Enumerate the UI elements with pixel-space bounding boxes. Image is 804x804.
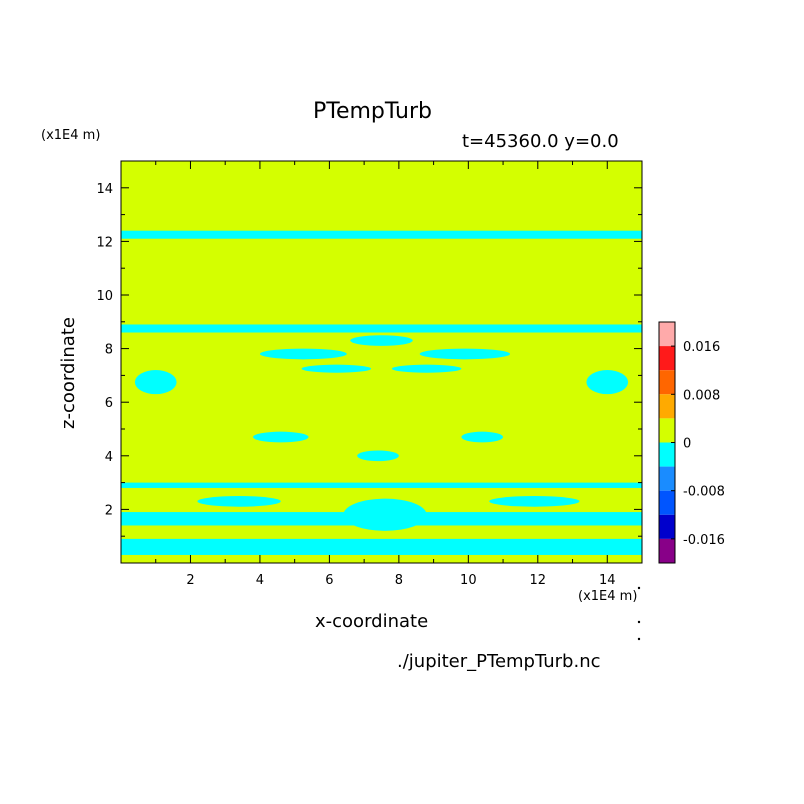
- x-tick-label: 2: [186, 573, 194, 588]
- x-tick-label: 6: [325, 573, 333, 588]
- marker-dot: [637, 620, 641, 624]
- negative-band-0: [121, 230, 642, 239]
- colorbar-level-0: [659, 322, 675, 347]
- marker-dot: [637, 586, 641, 590]
- negative-blob-9: [350, 335, 413, 346]
- colorbar-level-8: [659, 514, 675, 539]
- negative-band-3: [121, 538, 642, 555]
- x-tick-label: 12: [530, 573, 547, 588]
- colorbar-level-9: [659, 538, 675, 563]
- y-tick-label: 12: [96, 235, 113, 250]
- x-axis-label: x-coordinate: [315, 611, 429, 632]
- unit-marker-dots: [637, 586, 641, 641]
- negative-anomaly-regions: [121, 230, 642, 555]
- x-tick-label: 4: [256, 573, 264, 588]
- x-tick-label: 8: [395, 573, 403, 588]
- y-tick-label: 2: [105, 503, 113, 518]
- colorbar-level-2: [659, 370, 675, 395]
- colorbar-level-5: [659, 442, 675, 467]
- negative-blob-8: [391, 364, 462, 373]
- negative-blob-12: [197, 496, 281, 507]
- negative-band-2: [121, 482, 642, 488]
- marker-dot: [637, 637, 641, 641]
- colorbar-tick-label: -0.016: [683, 533, 725, 548]
- colorbar-tick-label: 0.008: [683, 388, 720, 403]
- chart-subtitle: t=45360.0 y=0.0: [462, 131, 619, 152]
- x-tick-label: 10: [460, 573, 477, 588]
- negative-blob-15: [252, 431, 309, 443]
- x-axis-unit: (x1E4 m): [578, 589, 638, 604]
- negative-blob-10: [134, 370, 177, 395]
- negative-blob-13: [489, 496, 580, 507]
- y-axis-ticks: 2 4 6 8 10 12 14: [96, 182, 642, 537]
- source-filename: ./jupiter_PTempTurb.nc: [397, 651, 601, 672]
- y-tick-label: 4: [105, 450, 113, 465]
- colorbar-tick-label: 0.016: [683, 340, 720, 355]
- chart-title: PTempTurb: [313, 99, 432, 124]
- colorbar-tick-label: 0: [683, 437, 691, 452]
- y-axis-unit: (x1E4 m): [41, 128, 101, 143]
- colorbar-level-7: [659, 490, 675, 515]
- plot-frame: [120, 160, 643, 564]
- y-tick-label: 6: [105, 396, 113, 411]
- negative-blob-17: [357, 450, 399, 462]
- negative-blob-11: [586, 370, 629, 395]
- negative-blob-14: [343, 498, 427, 531]
- negative-band-1: [121, 324, 642, 333]
- plot-background: [121, 161, 642, 563]
- negative-blob-16: [461, 431, 504, 443]
- negative-blob-6: [419, 348, 511, 360]
- colorbar-level-1: [659, 346, 675, 371]
- colorbar-level-4: [659, 418, 675, 443]
- negative-blob-5: [259, 348, 347, 360]
- colorbar-level-6: [659, 466, 675, 491]
- y-tick-label: 8: [105, 343, 113, 358]
- x-axis-ticks: 2 4 6 8 10 12 14: [155, 161, 616, 588]
- y-tick-label: 10: [96, 289, 113, 304]
- x-tick-label: 14: [599, 573, 616, 588]
- colorbar-tick-label: -0.008: [683, 485, 725, 500]
- colorbar-level-3: [659, 394, 675, 419]
- negative-blob-7: [301, 364, 372, 373]
- colorbar: [658, 321, 676, 564]
- colorbar-ticks: 0.016 0.008 0 -0.008 -0.016: [671, 340, 725, 548]
- y-tick-label: 14: [96, 182, 113, 197]
